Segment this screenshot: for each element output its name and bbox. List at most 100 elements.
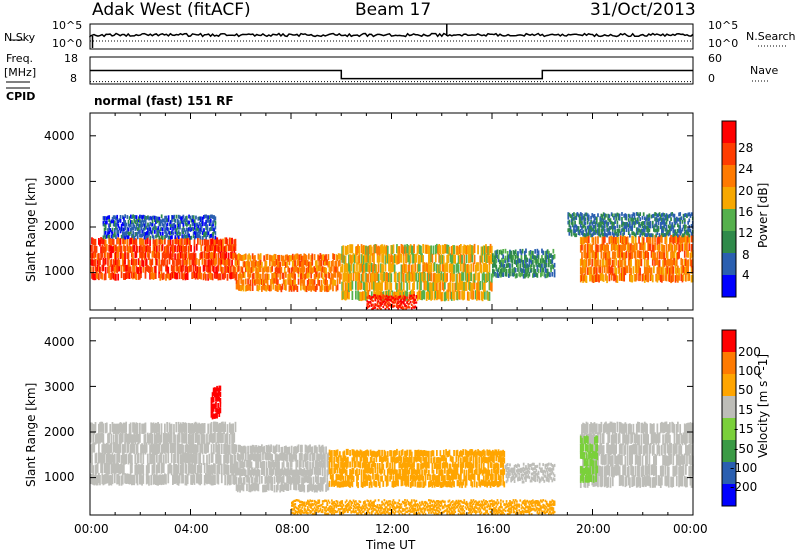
velocity-cell [321, 468, 324, 477]
velocity-cell [456, 480, 459, 487]
power-cell [359, 281, 362, 291]
power-cell [592, 231, 595, 236]
power-cell [587, 217, 590, 222]
power-cell [233, 271, 236, 279]
power-cell [614, 213, 616, 218]
power-cell [690, 266, 693, 274]
power-cell [525, 248, 527, 254]
power-cell [643, 232, 646, 237]
power-cell [663, 213, 666, 217]
velocity-cell [103, 474, 106, 485]
power-cell [170, 253, 173, 261]
power-cell [520, 254, 523, 260]
power-cell [339, 272, 341, 279]
power-cell [397, 272, 399, 282]
power-cell [637, 250, 639, 258]
power-cell [265, 254, 268, 261]
velocity-cell [131, 434, 133, 445]
power-cell [661, 275, 663, 283]
velocity-cell [457, 480, 460, 487]
power-cell [473, 273, 476, 283]
velocity-cell [343, 455, 346, 462]
velocity-cell [132, 442, 134, 453]
velocity-cell [465, 473, 468, 480]
velocity-cell [414, 469, 417, 476]
power-cell [361, 291, 364, 301]
power-cell [585, 228, 588, 233]
velocity-cell [418, 455, 421, 462]
velocity-cell [226, 443, 229, 454]
velocity-cell [289, 459, 292, 468]
power-cell [441, 244, 444, 254]
power-cell [393, 301, 396, 304]
power-cell [289, 272, 292, 279]
power-cell [461, 290, 463, 300]
power-cell [430, 253, 433, 263]
power-cell [95, 246, 98, 253]
power-cell [238, 259, 240, 266]
power-cell [638, 236, 640, 244]
power-cell [134, 227, 137, 231]
power-cell [625, 216, 628, 221]
power-cell [417, 272, 420, 282]
power-cell [613, 251, 615, 259]
power-cell [285, 261, 287, 268]
velocity-cell [266, 476, 269, 484]
power-cell [486, 246, 489, 256]
power-cell [594, 259, 597, 267]
power-cell [528, 262, 531, 268]
velocity-cell [187, 444, 190, 455]
power-cell [126, 238, 129, 246]
power-cell [653, 265, 655, 274]
power-cell [201, 220, 204, 225]
power-cell [181, 245, 183, 253]
velocity-cell [91, 454, 93, 465]
power-cell [466, 273, 469, 283]
power-cell [410, 264, 413, 274]
power-cell [687, 231, 690, 236]
velocity-cell [301, 477, 303, 485]
velocity-cell [267, 452, 270, 460]
power-cell [107, 259, 109, 266]
velocity-cell [392, 481, 395, 488]
power-cell [151, 219, 154, 224]
power-cell [484, 245, 486, 255]
power-cell [375, 303, 378, 307]
power-cell [493, 255, 495, 261]
power-cell [185, 244, 188, 252]
power-cell [651, 237, 654, 245]
power-cell [327, 285, 330, 292]
velocity-cell [381, 456, 383, 463]
velocity-cell [442, 480, 445, 487]
velocity-cell [137, 464, 140, 475]
velocity-cell [313, 485, 316, 493]
power-cell [376, 253, 379, 263]
velocity-cell [202, 433, 205, 444]
velocity-cell [424, 473, 427, 480]
power-cell [205, 235, 208, 240]
power-cell [690, 231, 693, 236]
power-cell [422, 255, 425, 265]
power-cell [212, 220, 214, 225]
velocity-cell [264, 476, 267, 484]
power-cell [218, 246, 221, 254]
velocity-cell [413, 461, 415, 468]
power-cell [581, 226, 583, 230]
velocity-cell [302, 483, 305, 492]
power-cell [490, 255, 493, 265]
velocity-cell [400, 450, 403, 457]
power-cell [343, 290, 346, 300]
power-cell [498, 249, 501, 255]
power-cell [109, 260, 112, 267]
velocity-cell [244, 446, 247, 454]
power-cell [334, 265, 337, 272]
power-cell [207, 239, 210, 247]
power-cell [594, 274, 597, 282]
power-cell [294, 260, 296, 267]
velocity-cell [470, 473, 473, 480]
power-cell [488, 272, 491, 282]
power-cell [375, 282, 378, 292]
power-cell [667, 232, 670, 237]
velocity-cell [200, 463, 203, 474]
power-cell [656, 228, 659, 233]
